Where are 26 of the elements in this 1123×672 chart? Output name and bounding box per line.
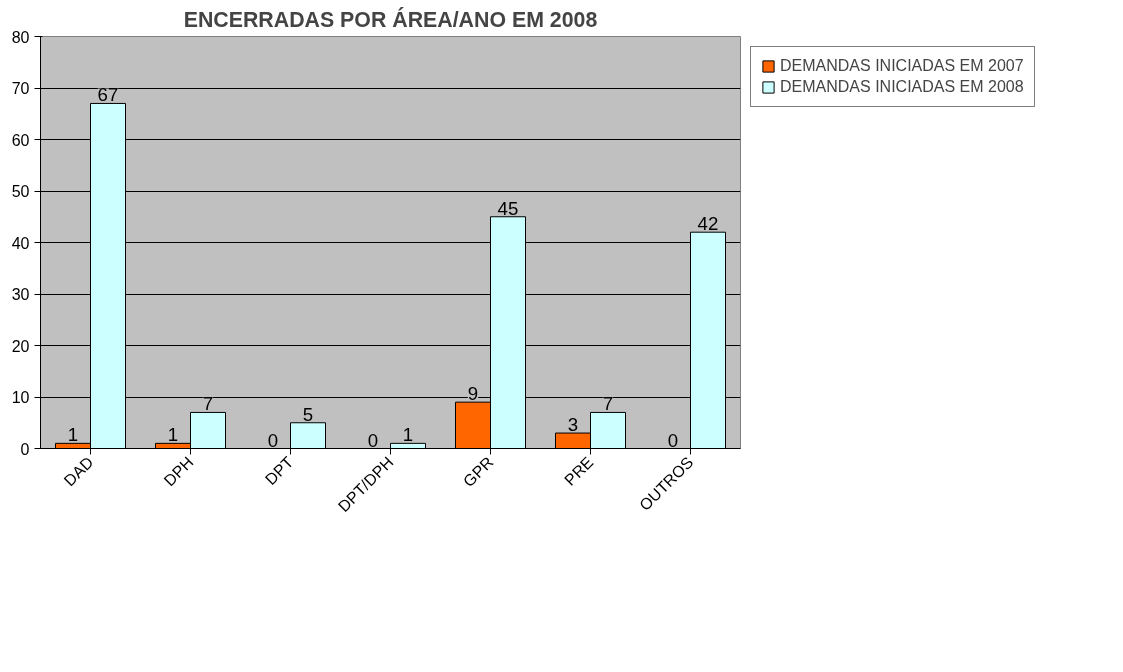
data-label: 0	[367, 429, 379, 451]
data-label: 9	[467, 383, 479, 405]
legend-label: DEMANDAS INICIADAS EM 2008	[780, 78, 1024, 96]
data-label: 0	[267, 429, 279, 451]
data-label: 3	[567, 414, 579, 436]
y-tick-label: 20	[11, 337, 30, 355]
data-label: 45	[497, 197, 519, 219]
data-label: 1	[167, 424, 179, 446]
y-tick-label: 0	[20, 440, 30, 458]
y-tick-label: 40	[11, 234, 30, 252]
data-label: 67	[97, 84, 119, 106]
y-tick-label: 70	[11, 80, 30, 97]
y-tick-label: 10	[11, 389, 30, 406]
legend-label: DEMANDAS INICIADAS EM 2007	[780, 57, 1024, 75]
data-label: 7	[602, 393, 614, 415]
chart-title: ENCERRADAS POR ÁREA/ANO EM 2008	[183, 6, 598, 32]
y-tick-label: 80	[11, 28, 30, 46]
data-label: 7	[202, 393, 214, 415]
data-label: 1	[67, 424, 79, 446]
data-label: 42	[697, 213, 719, 235]
data-label: 5	[302, 403, 314, 425]
y-tick-label: 30	[11, 286, 30, 303]
y-tick-label: 60	[11, 131, 30, 149]
y-tick-label: 50	[11, 183, 30, 200]
data-label: 0	[667, 429, 679, 451]
data-label: 1	[402, 424, 414, 446]
